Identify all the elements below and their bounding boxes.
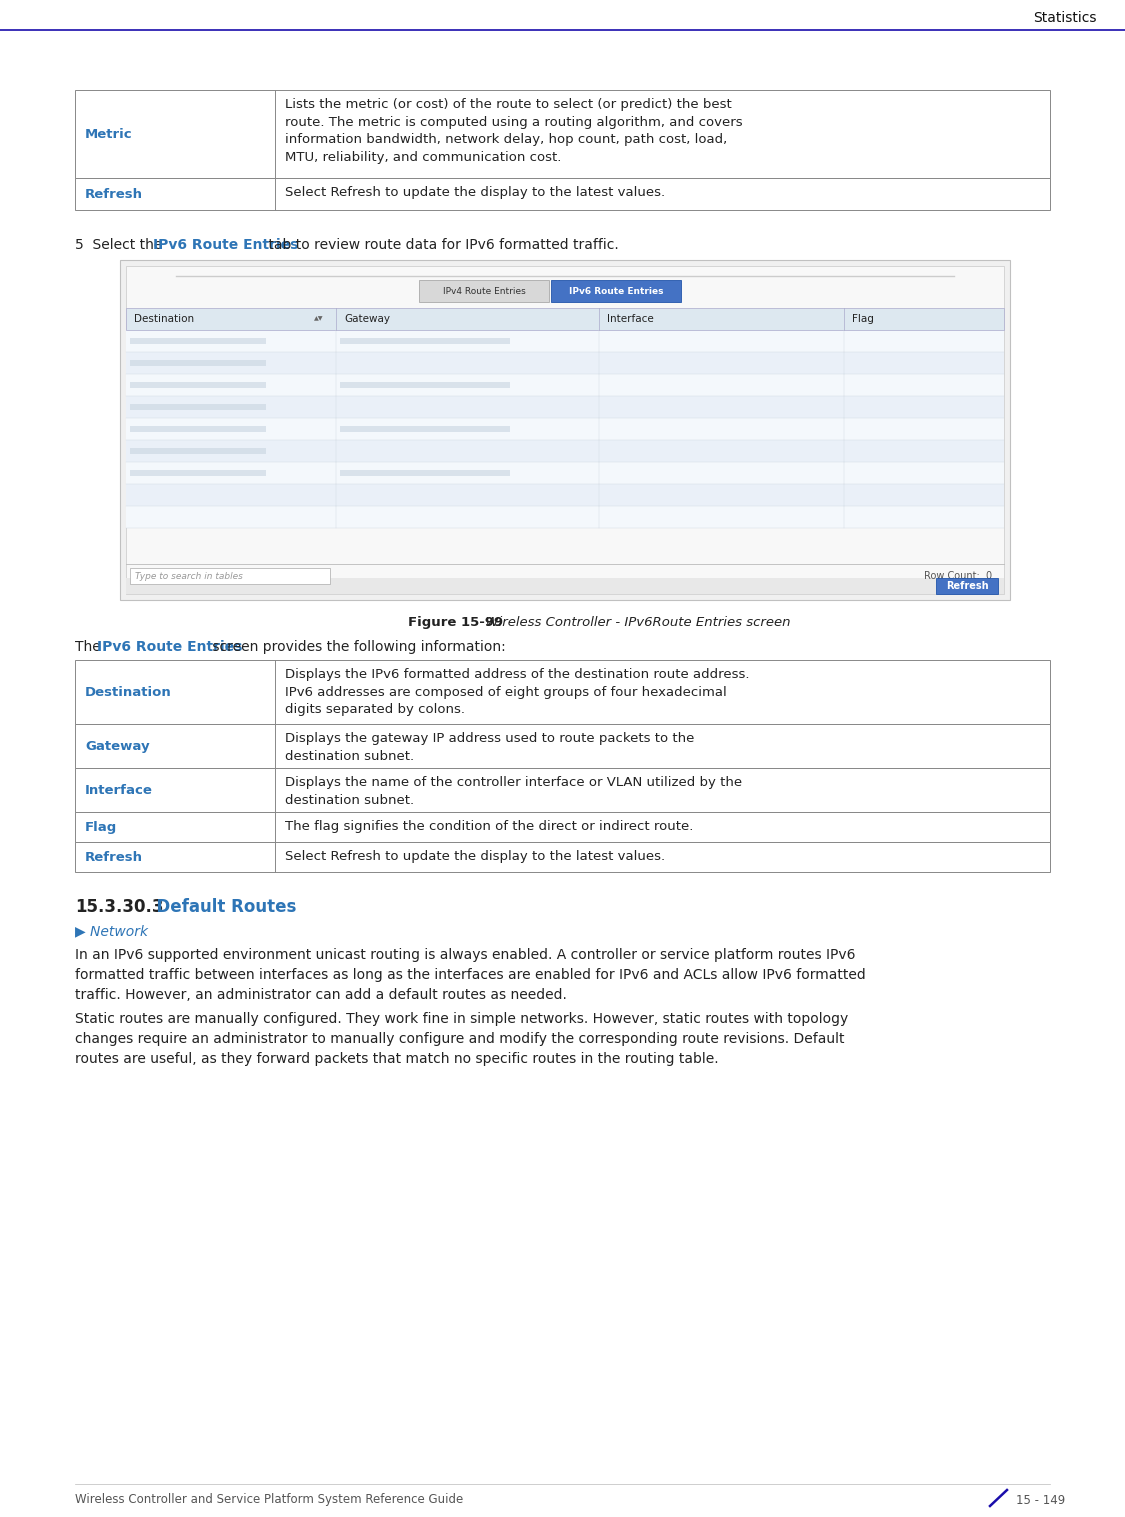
Bar bbox=[340, 382, 510, 388]
Bar bbox=[126, 375, 1004, 396]
Text: Row Count:  0: Row Count: 0 bbox=[924, 570, 992, 581]
Bar bbox=[126, 265, 1004, 595]
Text: The: The bbox=[75, 640, 105, 654]
Bar bbox=[120, 259, 1010, 601]
Text: Metric: Metric bbox=[86, 127, 133, 141]
Bar bbox=[126, 396, 1004, 419]
Text: Destination: Destination bbox=[86, 686, 172, 698]
Text: Default Routes: Default Routes bbox=[145, 898, 297, 916]
Bar bbox=[75, 724, 1050, 768]
Text: Flag: Flag bbox=[852, 314, 874, 325]
Text: Displays the name of the controller interface or VLAN utilized by the
destinatio: Displays the name of the controller inte… bbox=[285, 777, 742, 807]
Bar bbox=[126, 419, 1004, 440]
Text: Refresh: Refresh bbox=[86, 188, 143, 200]
Text: tab to review route data for IPv6 formatted traffic.: tab to review route data for IPv6 format… bbox=[264, 238, 619, 252]
Text: Select Refresh to update the display to the latest values.: Select Refresh to update the display to … bbox=[285, 187, 665, 199]
Bar bbox=[126, 484, 1004, 507]
Bar bbox=[126, 308, 1004, 331]
Text: Wireless Controller - IPv6Route Entries screen: Wireless Controller - IPv6Route Entries … bbox=[477, 616, 791, 630]
Text: Displays the IPv6 formatted address of the destination route address.
IPv6 addre: Displays the IPv6 formatted address of t… bbox=[285, 667, 749, 716]
Bar bbox=[130, 360, 266, 366]
Text: IPv4 Route Entries: IPv4 Route Entries bbox=[442, 287, 525, 296]
Text: Figure 15-99: Figure 15-99 bbox=[407, 616, 503, 630]
Text: Displays the gateway IP address used to route packets to the
destination subnet.: Displays the gateway IP address used to … bbox=[285, 733, 694, 763]
Text: ▲▼: ▲▼ bbox=[314, 317, 324, 322]
Text: Destination: Destination bbox=[134, 314, 195, 325]
Text: screen provides the following information:: screen provides the following informatio… bbox=[208, 640, 506, 654]
Bar bbox=[130, 404, 266, 410]
Bar bbox=[126, 352, 1004, 375]
Text: 5  Select the: 5 Select the bbox=[75, 238, 166, 252]
Text: Refresh: Refresh bbox=[86, 851, 143, 863]
Bar bbox=[418, 281, 549, 302]
Bar bbox=[75, 842, 1050, 872]
Text: Interface: Interface bbox=[608, 314, 654, 325]
Text: Gateway: Gateway bbox=[86, 739, 150, 752]
Bar bbox=[75, 177, 1050, 209]
Text: Select Refresh to update the display to the latest values.: Select Refresh to update the display to … bbox=[285, 850, 665, 863]
Bar bbox=[126, 578, 1004, 595]
Text: Lists the metric (or cost) of the route to select (or predict) the best
route. T: Lists the metric (or cost) of the route … bbox=[285, 99, 742, 164]
Bar bbox=[126, 463, 1004, 484]
Text: IPv6 Route Entries: IPv6 Route Entries bbox=[153, 238, 299, 252]
Bar bbox=[340, 426, 510, 432]
Text: Gateway: Gateway bbox=[344, 314, 390, 325]
Text: Static routes are manually configured. They work fine in simple networks. Howeve: Static routes are manually configured. T… bbox=[75, 1012, 848, 1066]
Text: IPv6 Route Entries: IPv6 Route Entries bbox=[569, 287, 664, 296]
Bar bbox=[130, 470, 266, 476]
Bar bbox=[126, 440, 1004, 463]
Bar bbox=[130, 567, 330, 584]
Text: Statistics: Statistics bbox=[1034, 11, 1097, 24]
Text: 15 - 149: 15 - 149 bbox=[1016, 1494, 1065, 1506]
Bar bbox=[75, 660, 1050, 724]
Text: Refresh: Refresh bbox=[946, 581, 989, 592]
Bar bbox=[340, 338, 510, 344]
Text: ▶ Network: ▶ Network bbox=[75, 924, 148, 938]
Text: 15.3.30.3: 15.3.30.3 bbox=[75, 898, 163, 916]
Bar bbox=[75, 768, 1050, 812]
Bar bbox=[340, 470, 510, 476]
Text: Wireless Controller and Service Platform System Reference Guide: Wireless Controller and Service Platform… bbox=[75, 1494, 463, 1506]
Text: IPv6 Route Entries: IPv6 Route Entries bbox=[98, 640, 243, 654]
Bar bbox=[130, 338, 266, 344]
Bar bbox=[130, 382, 266, 388]
Text: Type to search in tables: Type to search in tables bbox=[135, 572, 243, 581]
Bar bbox=[936, 578, 998, 595]
Bar bbox=[126, 507, 1004, 528]
Text: Interface: Interface bbox=[86, 783, 153, 796]
Bar bbox=[130, 426, 266, 432]
Bar bbox=[130, 448, 266, 454]
Text: The flag signifies the condition of the direct or indirect route.: The flag signifies the condition of the … bbox=[285, 821, 693, 833]
Text: Flag: Flag bbox=[86, 821, 117, 833]
Bar bbox=[75, 90, 1050, 177]
Bar bbox=[75, 812, 1050, 842]
Bar bbox=[551, 281, 681, 302]
Text: In an IPv6 supported environment unicast routing is always enabled. A controller: In an IPv6 supported environment unicast… bbox=[75, 948, 866, 1003]
Bar bbox=[126, 331, 1004, 352]
